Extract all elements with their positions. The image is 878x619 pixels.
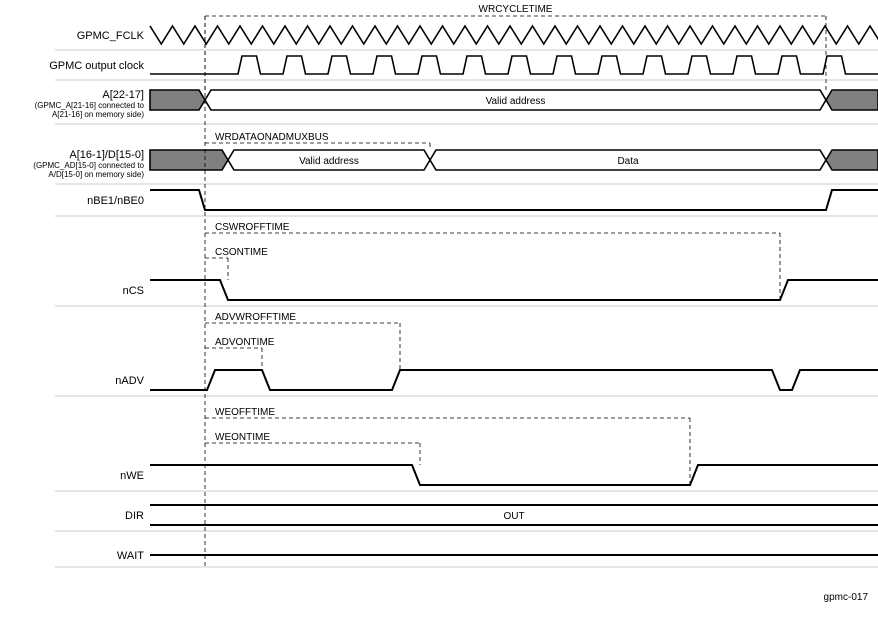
dir-value: OUT xyxy=(503,511,524,522)
footer-id: gpmc-017 xyxy=(824,592,869,603)
svg-text:(GPMC_A[21-16] connected to: (GPMC_A[21-16] connected to xyxy=(35,101,145,110)
meas-csontime: CSONTIME xyxy=(215,247,268,258)
meas-advwrofftime: ADVWROFFTIME xyxy=(215,312,296,323)
label-nbe: nBE1/nBE0 xyxy=(87,195,144,207)
svg-text:(GPMC_AD[15-0] connected to: (GPMC_AD[15-0] connected to xyxy=(33,161,144,170)
meas-wrdataonadmux: WRDATAONADMUXBUS xyxy=(215,132,329,143)
addr-hi-gray-right xyxy=(826,90,878,110)
meas-wrcycletime: WRCYCLETIME xyxy=(479,4,553,15)
label-ncs: nCS xyxy=(123,285,144,297)
meas-cswrofftime: CSWROFFTIME xyxy=(215,222,290,233)
svg-text:A/D[15-0] on memory side): A/D[15-0] on memory side) xyxy=(48,170,144,179)
meas-weofftime: WEOFFTIME xyxy=(215,407,275,418)
label-outclk: GPMC output clock xyxy=(49,60,144,72)
label-addr-hi: A[22-17] xyxy=(102,89,144,101)
addr-lo-gray-right xyxy=(826,150,878,170)
label-nadv: nADV xyxy=(115,375,144,387)
addr-lo-gray xyxy=(150,150,228,170)
label-fclk: GPMC_FCLK xyxy=(77,30,145,42)
label-dir: DIR xyxy=(125,510,144,522)
meas-advontime: ADVONTIME xyxy=(215,337,275,348)
label-addr-lo: A[16-1]/D[15-0] xyxy=(69,149,144,161)
addr-hi-gray-left xyxy=(150,90,205,110)
svg-text:Valid address: Valid address xyxy=(486,96,546,107)
label-nwe: nWE xyxy=(120,470,144,482)
label-wait: WAIT xyxy=(117,550,144,562)
svg-text:A[21-16] on memory side): A[21-16] on memory side) xyxy=(52,110,144,119)
svg-text:Data: Data xyxy=(617,156,639,167)
meas-weontime: WEONTIME xyxy=(215,432,270,443)
svg-text:Valid address: Valid address xyxy=(299,156,359,167)
